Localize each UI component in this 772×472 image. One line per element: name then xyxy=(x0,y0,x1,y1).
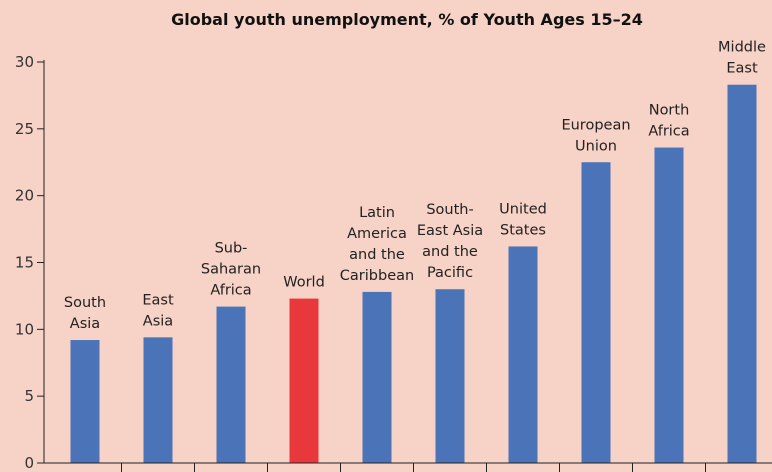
y-tick-label: 10 xyxy=(15,320,34,338)
category-label-line: Caribbean xyxy=(340,268,414,284)
category-label-line: Union xyxy=(575,138,617,154)
category-label-line: and the xyxy=(422,244,478,260)
category-label-line: Africa xyxy=(210,283,251,299)
category-label-line: South- xyxy=(426,202,473,218)
category-label: North Africa xyxy=(648,103,689,140)
category-labels-group: South Asia East Asia Sub- Saharan Africa World L… xyxy=(64,40,766,332)
chart-title: Global youth unemployment, % of Youth Ag… xyxy=(171,10,643,29)
category-label-line: North xyxy=(649,103,690,119)
category-label: South- East Asia and the Pacific xyxy=(417,202,483,281)
bar-latin-america-and-the-caribbean xyxy=(362,291,392,463)
bar-east-asia xyxy=(143,337,173,463)
category-label-line: Saharan xyxy=(201,262,261,278)
bar-sub-saharan-africa xyxy=(216,306,246,463)
category-label-line: East xyxy=(142,292,174,308)
y-tick-label: 30 xyxy=(15,53,34,71)
category-label: Sub- Saharan Africa xyxy=(201,241,261,299)
category-label: Latin America and the Caribbean xyxy=(340,205,414,284)
category-label: South Asia xyxy=(64,295,106,332)
bars-group xyxy=(70,84,757,464)
y-tick-label: 15 xyxy=(15,254,34,272)
category-label: United States xyxy=(499,201,547,238)
bar-south-asia xyxy=(70,340,100,463)
y-tick-label: 20 xyxy=(15,187,34,205)
category-label-line: Asia xyxy=(70,316,100,332)
bar-middle-east xyxy=(727,84,757,464)
category-label-line: Middle xyxy=(718,40,766,56)
x-axis xyxy=(44,462,772,472)
category-label: Middle East xyxy=(718,40,766,77)
category-label-line: Africa xyxy=(648,124,689,140)
category-label: World xyxy=(283,275,325,291)
y-tick-label: 0 xyxy=(24,454,34,472)
category-label-line: Sub- xyxy=(215,241,248,257)
category-label-line: America xyxy=(347,226,407,242)
bar-south-east-asia-and-the-pacific xyxy=(435,289,465,463)
y-axis: 0 5 10 15 20 25 30 xyxy=(15,53,45,472)
category-label-line: Latin xyxy=(359,205,395,221)
bar-united-states xyxy=(508,246,538,463)
category-label-line: Asia xyxy=(143,313,173,329)
category-label-line: World xyxy=(283,275,325,291)
bar-north-africa xyxy=(654,147,684,463)
bar-european-union xyxy=(581,162,611,463)
category-label-line: United xyxy=(499,201,547,217)
category-label: European Union xyxy=(561,117,630,154)
category-label-line: South xyxy=(64,295,106,311)
category-label-line: East Asia xyxy=(417,223,483,239)
category-label-line: European xyxy=(561,117,630,133)
y-tick-label: 25 xyxy=(15,120,34,138)
y-tick-label: 5 xyxy=(24,387,34,405)
bar-world xyxy=(289,298,319,463)
category-label-line: States xyxy=(500,222,546,238)
category-label-line: and the xyxy=(349,247,405,263)
category-label-line: Pacific xyxy=(427,265,473,281)
category-label: East Asia xyxy=(142,292,174,329)
category-label-line: East xyxy=(726,61,758,77)
